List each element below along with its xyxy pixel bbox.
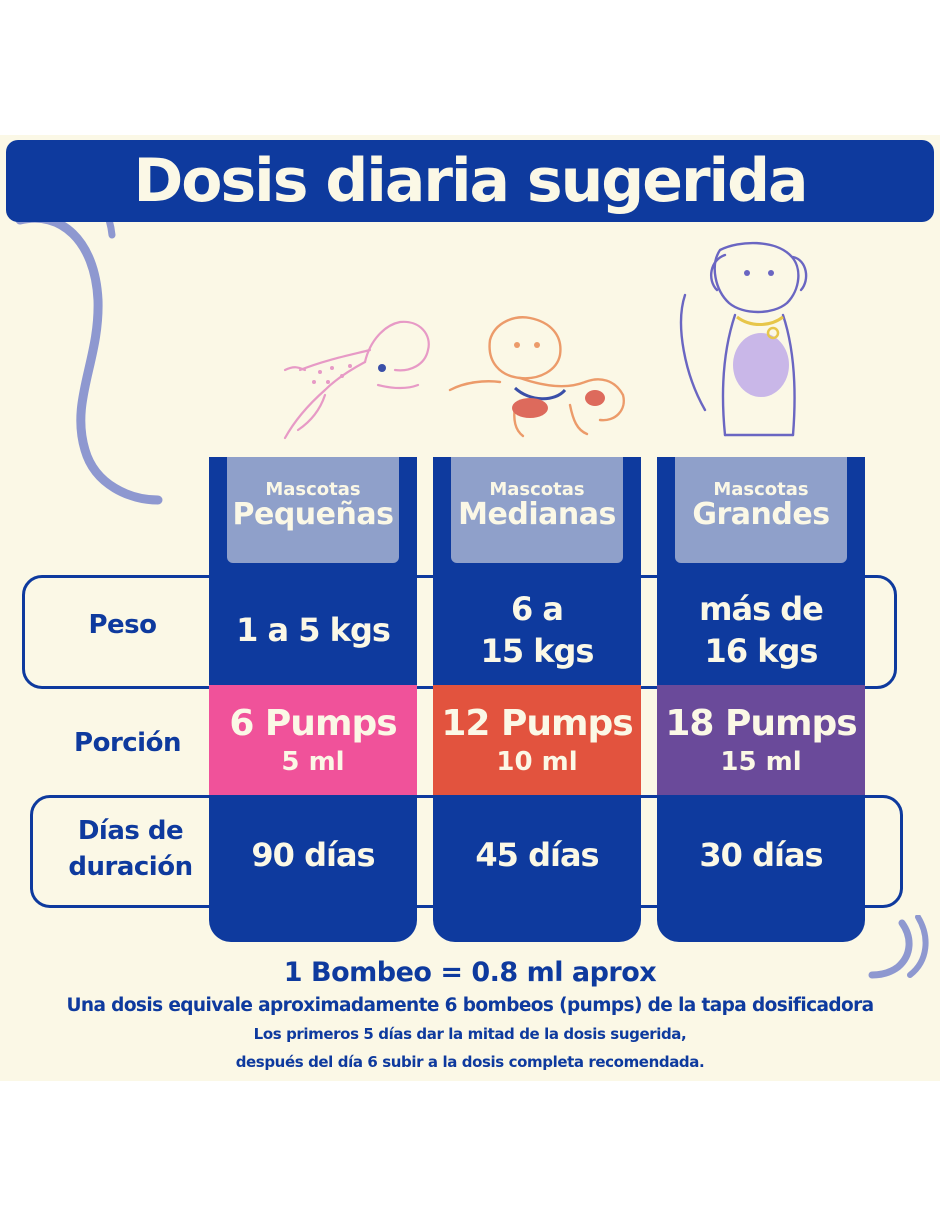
pump-conversion-note: 1 Bombeo = 0.8 ml aprox bbox=[283, 957, 657, 988]
dose-equivalence-note: Una dosis equivale aproximadamente 6 bom… bbox=[66, 995, 874, 1016]
days-value: 30 días bbox=[699, 836, 823, 874]
weight-value: 1 a 5 kgs bbox=[209, 575, 417, 685]
page-title: Dosis diaria sugerida bbox=[133, 146, 808, 216]
weight-value-line1: 6 a bbox=[511, 590, 564, 628]
weight-value: más de 16 kgs bbox=[657, 575, 865, 685]
column-header-small: Mascotas bbox=[265, 479, 361, 500]
column-large-pets: Mascotas Grandes más de 16 kgs 18 Pumps … bbox=[657, 457, 865, 942]
decorative-arcs-icon bbox=[868, 915, 929, 979]
column-header-small: Mascotas bbox=[489, 479, 585, 500]
column-header-big: Medianas bbox=[458, 497, 616, 532]
duration-label-line1: Días de bbox=[77, 816, 184, 846]
pumps-value: 18 Pumps bbox=[665, 703, 857, 744]
column-header-small: Mascotas bbox=[713, 479, 809, 500]
days-value: 90 días bbox=[251, 836, 375, 874]
column-medium-pets: Mascotas Medianas 6 a 15 kgs 12 Pumps 10… bbox=[433, 457, 641, 942]
column-header-big: Grandes bbox=[692, 497, 830, 532]
portion-cell: 6 Pumps 5 ml bbox=[209, 685, 417, 795]
days-value: 45 días bbox=[475, 836, 599, 874]
column-header: Mascotas Grandes bbox=[675, 457, 847, 563]
duration-label-line2: duración bbox=[68, 852, 193, 882]
dosage-poster: Dosis diaria sugerida bbox=[0, 135, 940, 1081]
weight-value-line1: más de bbox=[699, 590, 824, 628]
column-header: Mascotas Medianas bbox=[451, 457, 623, 563]
weight-label: Peso bbox=[88, 610, 157, 640]
title-bar: Dosis diaria sugerida bbox=[6, 140, 934, 222]
first-days-note: Los primeros 5 días dar la mitad de la d… bbox=[253, 1025, 687, 1043]
small-dog-jumping-icon bbox=[283, 320, 430, 440]
weight-value-line1: 1 a 5 kgs bbox=[236, 611, 391, 649]
after-day-six-note: después del día 6 subir a la dosis compl… bbox=[235, 1053, 705, 1071]
weight-value-line2: 15 kgs bbox=[480, 632, 595, 670]
portion-cell: 18 Pumps 15 ml bbox=[657, 685, 865, 795]
weight-value: 6 a 15 kgs bbox=[433, 575, 641, 685]
ml-value: 15 ml bbox=[720, 747, 802, 777]
pumps-value: 6 Pumps bbox=[229, 703, 397, 744]
duration-label: Días de duración bbox=[38, 813, 223, 885]
portion-cell: 12 Pumps 10 ml bbox=[433, 685, 641, 795]
ml-value: 10 ml bbox=[496, 747, 578, 777]
column-small-pets: Mascotas Pequeñas 1 a 5 kgs 6 Pumps 5 ml… bbox=[209, 457, 417, 942]
medium-dog-bulldog-icon bbox=[448, 316, 625, 438]
weight-value-line2: 16 kgs bbox=[704, 632, 819, 670]
column-header: Mascotas Pequeñas bbox=[227, 457, 399, 563]
column-header-big: Pequeñas bbox=[232, 497, 394, 532]
portion-label: Porción bbox=[74, 728, 181, 758]
ml-value: 5 ml bbox=[281, 747, 345, 777]
large-dog-sitting-icon bbox=[679, 241, 808, 437]
pumps-value: 12 Pumps bbox=[441, 703, 633, 744]
